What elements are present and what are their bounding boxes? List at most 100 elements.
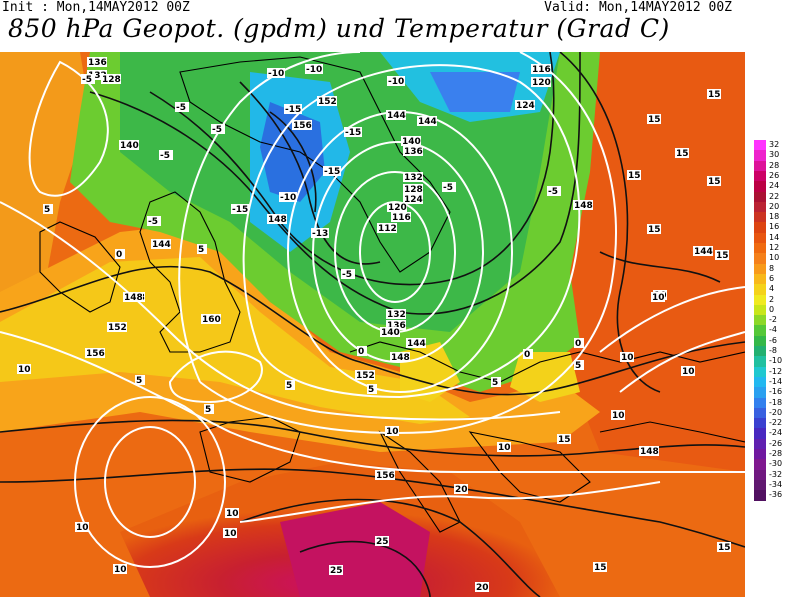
legend-swatch bbox=[754, 263, 766, 275]
iso-label: 148 bbox=[124, 293, 143, 303]
iso-label: 140 bbox=[120, 141, 139, 151]
legend-swatch bbox=[754, 376, 766, 388]
iso-label: 10 bbox=[621, 353, 634, 363]
iso-label: 0 bbox=[524, 350, 530, 360]
iso-label: 10 bbox=[224, 529, 237, 539]
legend-swatch bbox=[754, 181, 766, 192]
iso-label: 160 bbox=[202, 315, 221, 325]
west-warm-region bbox=[0, 52, 90, 332]
legend-label: 14 bbox=[769, 232, 780, 242]
iso-label: 124 bbox=[404, 195, 423, 205]
italy-coast bbox=[378, 430, 461, 533]
geopotential-labels: 136 132 128 140 152 148 156 144 120 116 … bbox=[85, 57, 713, 481]
iso-label: 144 bbox=[407, 339, 426, 349]
temperature-legend: 32 30 28 26 24 22 20 18 16 14 12 10 8 6 4 2 0 -2 -4 -6 -8 -10… bbox=[754, 140, 790, 510]
legend-swatch bbox=[754, 160, 766, 172]
legend-swatch bbox=[754, 418, 766, 429]
legend-label: -16 bbox=[769, 387, 783, 397]
legend-swatch bbox=[754, 284, 766, 295]
legend-swatch bbox=[754, 490, 766, 501]
warm-pocket-east bbox=[510, 352, 580, 402]
iso-label: 112 bbox=[378, 224, 397, 234]
legend-swatch bbox=[754, 469, 766, 481]
iso-label: 10 bbox=[612, 411, 625, 421]
isotherm-lines bbox=[0, 52, 745, 597]
legend-label: 0 bbox=[769, 304, 775, 314]
contour-east-144 bbox=[619, 331, 745, 393]
iso-label: -15 bbox=[324, 167, 340, 177]
legend-swatch bbox=[754, 294, 766, 306]
legend-label: -4 bbox=[769, 325, 777, 335]
iso-label: 5 bbox=[198, 245, 204, 255]
iso-label: 152 bbox=[356, 371, 375, 381]
iso-label: 120 bbox=[388, 203, 407, 213]
iso-label: 136 bbox=[88, 58, 107, 68]
iso-label: 156 bbox=[86, 349, 105, 359]
legend-label: 18 bbox=[769, 212, 780, 222]
legend-swatch bbox=[754, 191, 766, 203]
iso-label: 144 bbox=[152, 240, 171, 250]
legend-swatch bbox=[754, 449, 766, 460]
iso-label: 156 bbox=[293, 121, 312, 131]
legend-swatch bbox=[754, 335, 766, 347]
isotherm-25 bbox=[299, 540, 431, 597]
iso-label: 20 bbox=[476, 583, 489, 593]
iso-label: 128 bbox=[102, 75, 121, 85]
legend-label: 30 bbox=[769, 150, 780, 160]
legend-label: 4 bbox=[769, 284, 775, 294]
isotherm-east-10 bbox=[599, 251, 721, 283]
legend-swatch bbox=[754, 325, 766, 337]
legend-label: 2 bbox=[769, 294, 775, 304]
legend-label: -36 bbox=[769, 490, 783, 500]
iso-label: 132 bbox=[88, 71, 107, 81]
isotherm-15-east bbox=[559, 52, 661, 393]
legend-swatch bbox=[754, 479, 766, 491]
iso-label: 5 bbox=[575, 361, 581, 371]
coastlines bbox=[39, 56, 745, 533]
legend-swatch bbox=[754, 356, 766, 368]
iso-label: -15 bbox=[285, 105, 301, 115]
iso-label: 15 bbox=[648, 225, 661, 235]
legend-swatch bbox=[754, 212, 766, 223]
iso-label: 120 bbox=[532, 78, 551, 88]
iso-label: 156 bbox=[376, 471, 395, 481]
legend-label: -10 bbox=[769, 356, 783, 366]
iso-label: -5 bbox=[148, 217, 158, 227]
iso-label: 10 bbox=[386, 427, 399, 437]
legend-swatch bbox=[754, 273, 766, 285]
iberia-coast bbox=[199, 416, 301, 483]
south-hottest-core bbox=[280, 502, 430, 597]
isotherm-10 bbox=[0, 419, 745, 457]
isotherm-minus10 bbox=[239, 81, 381, 265]
iso-label: 15 bbox=[628, 171, 641, 181]
iso-label: 25 bbox=[330, 566, 343, 576]
northwest-low-contour bbox=[28, 60, 109, 197]
isotherm-minus15 bbox=[269, 111, 317, 213]
iso-label: 140 bbox=[381, 328, 400, 338]
isotherm-20 bbox=[239, 498, 541, 597]
color-scale-bar bbox=[754, 140, 766, 501]
legend-label: -12 bbox=[769, 366, 783, 376]
legend-label: -20 bbox=[769, 407, 783, 417]
cold-core-north-inner bbox=[430, 72, 520, 112]
legend-label: -28 bbox=[769, 449, 783, 458]
map-canvas: 136 132 128 140 152 148 156 144 120 116 … bbox=[0, 52, 745, 597]
contour-156 bbox=[0, 331, 745, 474]
iso-label: 10 bbox=[226, 509, 239, 519]
legend-swatch bbox=[754, 397, 766, 409]
iso-label: 152 bbox=[108, 323, 127, 333]
iso-label: 5 bbox=[286, 381, 292, 391]
legend-swatch bbox=[754, 170, 766, 182]
weather-map: 136 132 128 140 152 148 156 144 120 116 … bbox=[0, 52, 745, 597]
iso-label: -13 bbox=[312, 229, 328, 239]
legend-label: -26 bbox=[769, 438, 783, 448]
high-148-contour bbox=[104, 426, 196, 538]
iso-label: 15 bbox=[648, 115, 661, 125]
iso-label: 20 bbox=[455, 485, 468, 495]
iso-label: -5 bbox=[82, 75, 92, 85]
iso-label: 148 bbox=[574, 201, 593, 211]
legend-swatch bbox=[754, 387, 766, 398]
legend-swatch bbox=[754, 304, 766, 316]
iso-label: 15 bbox=[594, 563, 607, 573]
legend-label: 28 bbox=[769, 160, 780, 170]
